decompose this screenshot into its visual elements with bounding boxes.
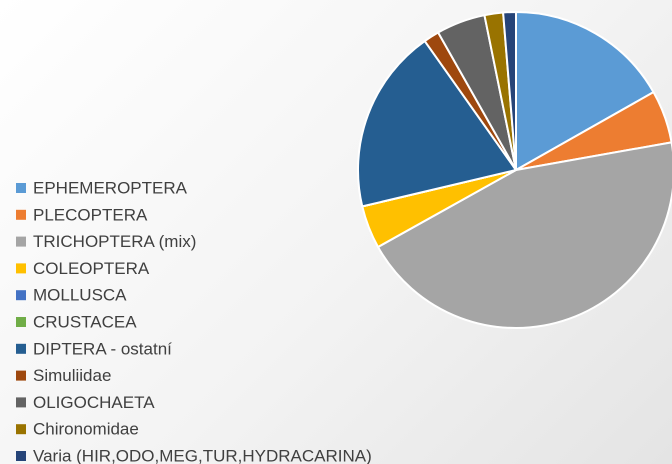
legend-swatch <box>16 424 26 435</box>
pie-slice <box>377 141 672 329</box>
legend-swatch <box>16 451 26 461</box>
legend-label: DIPTERA - ostatní <box>33 339 172 358</box>
pie-slice <box>502 11 517 171</box>
legend-swatch <box>16 263 26 274</box>
legend-label: PLECOPTERA <box>33 205 148 224</box>
legend-swatch <box>16 370 26 381</box>
legend-swatch <box>16 317 26 327</box>
legend-label: TRICHOPTERA (mix) <box>33 232 196 251</box>
legend-swatch <box>16 183 26 193</box>
pie-slice <box>515 11 655 171</box>
legend-label: CRUSTACEA <box>33 312 137 331</box>
legend-label: Chironomidae <box>33 420 139 439</box>
legend-swatch <box>16 209 26 220</box>
legend-label: OLIGOCHAETA <box>33 393 155 412</box>
legend-label: EPHEMEROPTERA <box>33 178 188 197</box>
legend-label: Simuliidae <box>33 366 111 385</box>
legend-swatch <box>16 290 26 301</box>
legend-swatch <box>16 236 26 247</box>
legend-swatch <box>16 397 26 408</box>
legend-swatch <box>16 343 26 354</box>
legend-label: COLEOPTERA <box>33 259 150 278</box>
legend-label: Varia (HIR,ODO,MEG,TUR,HYDRACARINA) <box>33 446 372 464</box>
pie-slice <box>357 40 517 208</box>
legend-label: MOLLUSCA <box>33 286 127 305</box>
